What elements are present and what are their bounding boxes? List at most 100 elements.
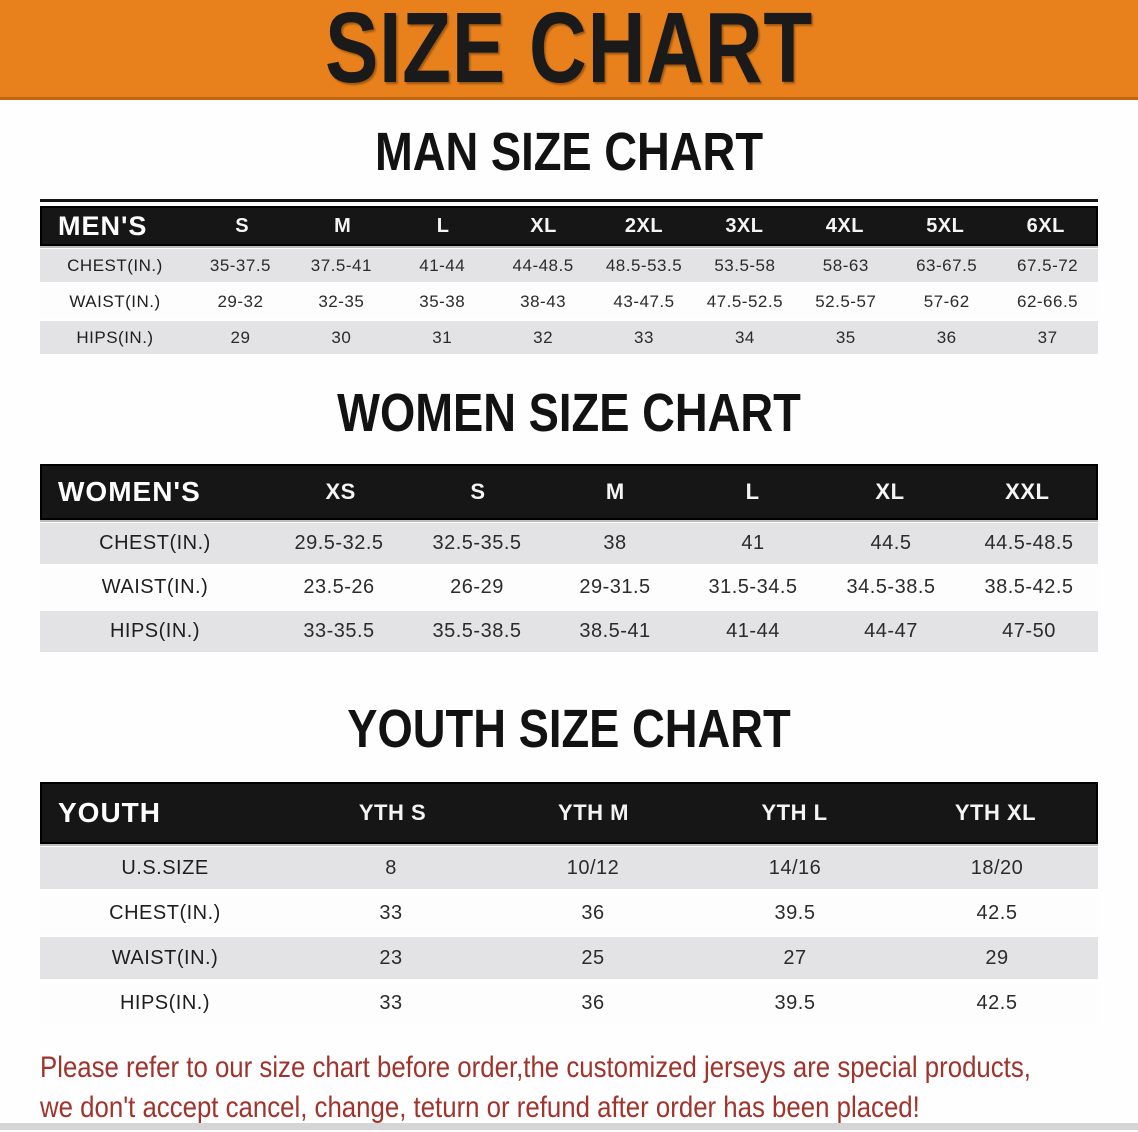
table-row: CHEST(IN.) 29.5-32.5 32.5-35.5 38 41 44.5 44.5… xyxy=(40,523,1098,564)
size-cell: 23.5-26 xyxy=(303,576,375,598)
column-header: M xyxy=(334,214,352,237)
women-size-table: WOMEN'S XS S M L XL XXL CHEST(IN.) 29.5-32.5 32.5… xyxy=(40,464,1098,652)
column-header: 4XL xyxy=(825,214,864,237)
disclaimer: Please refer to our size chart before or… xyxy=(40,1048,1138,1128)
women-table-header: WOMEN'S XS S M L XL XXL xyxy=(40,464,1098,520)
size-cell: 32 xyxy=(533,327,554,347)
banner: SIZE CHART xyxy=(0,0,1138,100)
size-cell: 47.5-52.5 xyxy=(706,291,784,311)
size-cell: 58-63 xyxy=(822,255,869,275)
size-cell: 41 xyxy=(741,532,765,554)
women-section-heading: WOMEN SIZE CHART xyxy=(40,386,1098,440)
size-cell: 8 xyxy=(385,856,397,879)
size-cell: 36 xyxy=(936,327,957,347)
youth-table-header: YOUTH YTH S YTH M YTH L YTH XL xyxy=(40,782,1098,844)
size-cell: 35.5-38.5 xyxy=(432,620,522,642)
size-cell: 30 xyxy=(331,327,352,347)
size-cell: 29 xyxy=(230,327,251,347)
size-cell: 63-67.5 xyxy=(916,255,978,275)
size-cell: 29.5-32.5 xyxy=(294,532,384,554)
size-cell: 26-29 xyxy=(450,576,504,598)
size-cell: 53.5-58 xyxy=(714,255,776,275)
table-row: WAIST(IN.) 29-32 32-35 35-38 38-43 43-47.5 47.… xyxy=(40,285,1098,318)
column-header: 2XL xyxy=(624,214,664,237)
size-cell: 33 xyxy=(379,991,403,1014)
row-label: CHEST(IN.) xyxy=(109,901,221,924)
youth-section-heading: YOUTH SIZE CHART xyxy=(40,702,1098,756)
column-header: XS xyxy=(325,479,356,504)
men-table-header: MEN'S S M L XL 2XL 3XL 4XL 5XL 6XL xyxy=(40,206,1098,246)
size-cell: 52.5-57 xyxy=(815,291,877,311)
row-label: HIPS(IN.) xyxy=(109,620,201,642)
size-cell: 23 xyxy=(379,946,403,969)
banner-title: SIZE CHART xyxy=(325,0,813,104)
size-cell: 34.5-38.5 xyxy=(846,576,936,598)
size-cell: 44-47 xyxy=(864,620,918,642)
sections-container: MAN SIZE CHART MEN'S S M L XL 2XL 3XL 4XL 5XL 6XL C… xyxy=(0,125,1138,1024)
size-cell: 33 xyxy=(634,327,654,347)
column-header: XL xyxy=(875,479,905,504)
women-table-label: WOMEN'S xyxy=(58,476,201,507)
row-label: WAIST(IN.) xyxy=(111,946,219,969)
column-header: L xyxy=(436,214,450,237)
size-cell: 43-47.5 xyxy=(613,291,675,311)
size-cell: 57-62 xyxy=(923,291,970,311)
column-header: YTH M xyxy=(558,800,629,825)
disclaimer-line-2: we don't accept cancel, change, teturn o… xyxy=(40,1091,920,1124)
size-cell: 31.5-34.5 xyxy=(708,576,798,598)
column-header: YTH S xyxy=(358,800,427,825)
size-cell: 41-44 xyxy=(726,620,780,642)
row-label: HIPS(IN.) xyxy=(76,327,154,347)
size-cell: 34 xyxy=(734,327,755,347)
size-cell: 32.5-35.5 xyxy=(432,532,522,554)
table-row: WAIST(IN.) 23.5-26 26-29 29-31.5 31.5-34.5 34… xyxy=(40,567,1098,608)
table-row: HIPS(IN.) 33-35.5 35.5-38.5 38.5-41 41-44 44-… xyxy=(40,611,1098,652)
size-cell: 35 xyxy=(835,327,856,347)
row-label: HIPS(IN.) xyxy=(119,991,211,1014)
size-cell: 29 xyxy=(985,946,1009,969)
size-cell: 38.5-41 xyxy=(579,620,651,642)
disclaimer-line-1: Please refer to our size chart before or… xyxy=(40,1051,1031,1084)
size-cell: 27 xyxy=(783,946,807,969)
size-cell: 41-44 xyxy=(419,255,466,275)
table-row: U.S.SIZE 8 10/12 14/16 18/20 xyxy=(40,847,1098,889)
size-cell: 35-37.5 xyxy=(209,255,272,275)
column-header: XL xyxy=(530,214,557,237)
size-cell: 14/16 xyxy=(768,856,822,879)
men-section-heading: MAN SIZE CHART xyxy=(40,125,1098,179)
column-header: S xyxy=(235,214,250,237)
size-cell: 32-35 xyxy=(318,291,365,311)
row-label: WAIST(IN.) xyxy=(101,576,209,598)
youth-size-table: YOUTH YTH S YTH M YTH L YTH XL U.S.SIZE 8 10/12… xyxy=(40,782,1098,1024)
section-women: WOMEN SIZE CHART WOMEN'S XS S M L XL XXL CHEST(I… xyxy=(40,386,1098,652)
column-header: L xyxy=(745,479,760,504)
size-cell: 39.5 xyxy=(774,991,816,1014)
size-cell: 29-32 xyxy=(217,291,264,311)
column-header: M xyxy=(605,479,625,504)
table-row: WAIST(IN.) 23 25 27 29 xyxy=(40,937,1098,979)
youth-table-label: YOUTH xyxy=(58,797,161,828)
column-header: YTH L xyxy=(761,800,828,825)
section-men: MAN SIZE CHART MEN'S S M L XL 2XL 3XL 4XL 5XL 6XL C… xyxy=(40,125,1098,354)
size-cell: 44.5 xyxy=(870,532,912,554)
size-cell: 29-31.5 xyxy=(579,576,651,598)
table-row: CHEST(IN.) 33 36 39.5 42.5 xyxy=(40,892,1098,934)
size-cell: 48.5-53.5 xyxy=(605,255,683,275)
size-cell: 33 xyxy=(379,901,403,924)
row-label: CHEST(IN.) xyxy=(67,255,163,275)
section-youth: YOUTH SIZE CHART YOUTH YTH S YTH M YTH L YTH … xyxy=(40,702,1098,1024)
table-row: HIPS(IN.) 33 36 39.5 42.5 xyxy=(40,982,1098,1024)
size-cell: 38.5-42.5 xyxy=(984,576,1074,598)
youth-heading-text: YOUTH SIZE CHART xyxy=(347,699,791,759)
men-size-table: MEN'S S M L XL 2XL 3XL 4XL 5XL 6XL CHEST(IN.) 35-37… xyxy=(40,199,1098,354)
size-cell: 18/20 xyxy=(970,856,1024,879)
size-cell: 62-66.5 xyxy=(1016,291,1079,311)
table-row: CHEST(IN.) 35-37.5 37.5-41 41-44 44-48.5 48.5… xyxy=(40,249,1098,282)
size-cell: 47-50 xyxy=(1002,620,1056,642)
size-cell: 38 xyxy=(603,532,627,554)
column-header: XXL xyxy=(1005,479,1050,504)
men-table-label: MEN'S xyxy=(58,210,148,241)
table-row: HIPS(IN.) 29 30 31 32 33 34 35 36 37 xyxy=(40,321,1098,354)
size-cell: 42.5 xyxy=(976,901,1018,924)
